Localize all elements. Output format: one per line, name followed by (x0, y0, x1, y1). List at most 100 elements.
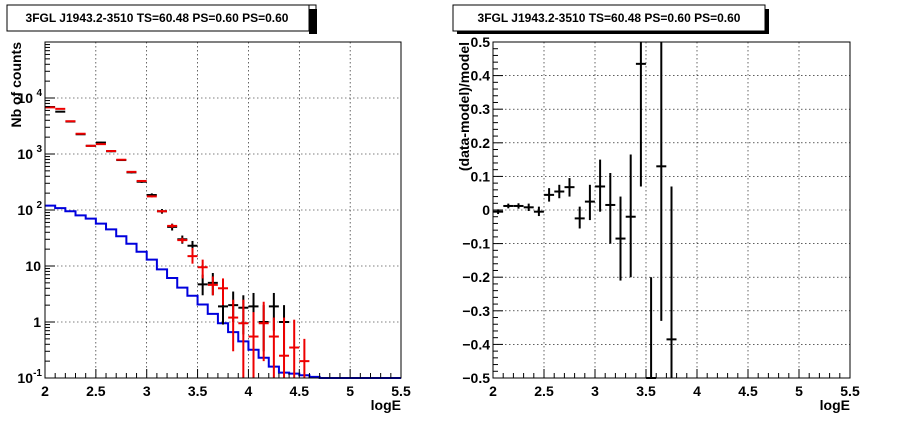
counts-y-tick-label: 10 (17, 90, 33, 106)
residual-point (635, 42, 646, 187)
counts-y-tick-exponent: 3 (36, 144, 42, 155)
residual-point (574, 206, 585, 229)
counts-y-axis-label: Nb of counts (8, 42, 24, 128)
counts-y-tick-label: 10 (25, 258, 41, 274)
counts-title-frame (6, 4, 310, 32)
sim-point (156, 210, 167, 213)
sim-point (268, 317, 279, 378)
data-point (55, 110, 66, 113)
residual-x-ticks: 2 2.5 3 3.5 4 4.5 5 5.5 (489, 369, 860, 399)
sim-point (116, 158, 127, 161)
residual-point (533, 206, 544, 217)
residual-x-tick-label: 5 (795, 383, 803, 399)
residual-point (605, 173, 616, 244)
residual-y-tick-label: 0.2 (471, 135, 491, 151)
sim-point (248, 312, 259, 378)
sim-points-series (45, 106, 310, 378)
residual-title-frame (452, 4, 766, 32)
residual-x-axis-label: logE (820, 397, 850, 413)
sim-point (228, 299, 239, 352)
residual-y-ticks: −0.5 −0.4 −0.3 −0.2 −0.1 0 0.1 0.2 0.3 0.4 0.5 (462, 34, 503, 386)
sim-point (85, 144, 96, 147)
counts-x-tick-label: 3 (143, 383, 151, 399)
residual-point (584, 184, 595, 221)
residual-y-tick-label: −0.4 (462, 336, 490, 352)
residual-point (544, 188, 555, 202)
sim-point (106, 150, 117, 153)
sim-point (126, 170, 137, 173)
residual-point (656, 42, 667, 321)
model-step-path (45, 204, 401, 379)
sim-point (207, 276, 218, 296)
residual-y-axis-label: (data-model)/model (456, 42, 472, 171)
counts-x-tick-label: 2 (41, 383, 49, 399)
residual-points-series (493, 42, 677, 379)
residual-y-tick-label: −0.5 (462, 370, 490, 386)
sim-point (65, 120, 76, 123)
residual-point (666, 186, 677, 378)
residual-point (625, 154, 636, 278)
sim-point (75, 132, 86, 135)
counts-title-shadow (309, 9, 317, 34)
residual-point (564, 178, 575, 197)
sim-point (167, 224, 178, 228)
residual-point (503, 203, 514, 209)
counts-y-tick-label: 10 (17, 146, 33, 162)
residual-y-tick-label: 0.3 (471, 101, 491, 117)
sim-point (299, 338, 310, 378)
counts-x-tick-label: 4.5 (290, 383, 310, 399)
residual-x-tick-label: 4 (693, 383, 701, 399)
counts-x-tick-label: 3.5 (188, 383, 208, 399)
residual-x-tick-label: 3.5 (636, 383, 656, 399)
residual-point (615, 196, 626, 281)
residual-y-tick-label: 0.4 (471, 68, 491, 84)
sim-point (136, 179, 147, 182)
counts-panel: 3FGL J1943.2-3510 TS=60.48 PS=0.60 PS=0.… (6, 4, 411, 413)
sim-point (279, 317, 290, 378)
residual-y-tick-label: 0.1 (471, 168, 491, 184)
counts-y-tick-label: 1 (33, 314, 41, 330)
counts-x-tick-label: 4 (245, 383, 253, 399)
counts-y-tick-label: 10 (17, 370, 33, 386)
residual-x-tick-label: 4.5 (738, 383, 758, 399)
data-point (95, 141, 106, 144)
sim-point (45, 106, 56, 109)
counts-y-tick-exponent: 2 (36, 200, 42, 211)
residual-point (513, 203, 524, 209)
model-step-curve (45, 204, 401, 379)
residual-point (554, 184, 565, 199)
residual-y-tick-label: −0.2 (462, 269, 490, 285)
residual-y-tick-label: −0.1 (462, 236, 490, 252)
residual-title: 3FGL J1943.2-3510 TS=60.48 PS=0.60 PS=0.… (478, 11, 741, 25)
counts-x-tick-label: 5 (346, 383, 354, 399)
residual-panel: 3FGL J1943.2-3510 TS=60.48 PS=0.60 PS=0.… (452, 4, 860, 413)
counts-title: 3FGL J1943.2-3510 TS=60.48 PS=0.60 PS=0.… (26, 11, 289, 25)
sim-point (289, 319, 300, 378)
residual-point (646, 277, 657, 379)
counts-x-tick-label: 2.5 (86, 383, 106, 399)
counts-x-ticks: 2 2.5 3 3.5 4 4.5 5 5.5 (41, 369, 411, 399)
counts-y-tick-label: 10 (17, 202, 33, 218)
residual-point (595, 159, 606, 212)
counts-grid (45, 42, 401, 378)
residual-y-tick-label: 0.5 (471, 34, 491, 50)
sim-point (197, 259, 208, 279)
counts-x-tick-label: 5.5 (391, 383, 411, 399)
residual-point (523, 203, 534, 212)
residual-x-tick-label: 3 (591, 383, 599, 399)
residual-x-tick-label: 2 (489, 383, 497, 399)
sim-point (218, 278, 228, 306)
sim-point (177, 237, 188, 243)
residual-y-tick-label: 0 (482, 202, 490, 218)
residual-x-tick-label: 5.5 (840, 383, 860, 399)
sim-point (95, 143, 106, 146)
sim-point (238, 299, 249, 378)
data-points-series (45, 106, 290, 352)
residual-x-tick-label: 2.5 (534, 383, 554, 399)
sim-point (187, 247, 198, 264)
sim-point (55, 107, 66, 110)
counts-y-tick-exponent: 4 (36, 88, 42, 99)
counts-x-axis-label: logE (371, 397, 401, 413)
